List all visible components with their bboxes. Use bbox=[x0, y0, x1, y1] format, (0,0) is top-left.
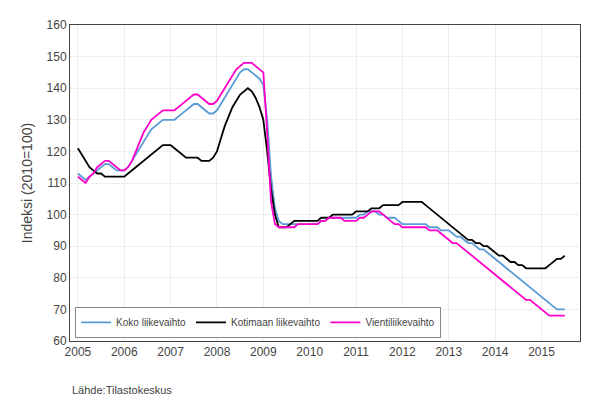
svg-text:110: 110 bbox=[47, 176, 66, 190]
svg-text:2005: 2005 bbox=[65, 345, 92, 359]
svg-text:2009: 2009 bbox=[250, 345, 277, 359]
svg-text:140: 140 bbox=[47, 81, 67, 95]
svg-text:90: 90 bbox=[53, 239, 67, 253]
svg-text:60: 60 bbox=[53, 334, 67, 348]
svg-text:100: 100 bbox=[47, 208, 67, 222]
svg-text:Koko liikevaihto: Koko liikevaihto bbox=[116, 317, 186, 328]
svg-text:Kotimaan liikevaihto: Kotimaan liikevaihto bbox=[231, 317, 320, 328]
svg-text:2008: 2008 bbox=[204, 345, 231, 359]
svg-text:2006: 2006 bbox=[111, 345, 138, 359]
svg-text:2007: 2007 bbox=[157, 345, 184, 359]
svg-text:2015: 2015 bbox=[528, 345, 555, 359]
svg-text:160: 160 bbox=[47, 18, 67, 32]
svg-text:Vientiliikevaihto: Vientiliikevaihto bbox=[365, 317, 434, 328]
svg-text:80: 80 bbox=[53, 271, 67, 285]
svg-text:150: 150 bbox=[47, 50, 67, 64]
svg-text:2013: 2013 bbox=[435, 345, 462, 359]
svg-text:2011: 2011 bbox=[343, 345, 369, 359]
svg-text:2012: 2012 bbox=[389, 345, 416, 359]
svg-text:70: 70 bbox=[53, 303, 67, 317]
svg-text:2014: 2014 bbox=[482, 345, 509, 359]
svg-text:Indeksi (2010=100): Indeksi (2010=100) bbox=[19, 123, 35, 243]
svg-text:130: 130 bbox=[47, 113, 67, 127]
svg-text:Lähde:Tilastokeskus: Lähde:Tilastokeskus bbox=[72, 384, 172, 396]
svg-text:2010: 2010 bbox=[296, 345, 323, 359]
svg-text:120: 120 bbox=[47, 145, 67, 159]
